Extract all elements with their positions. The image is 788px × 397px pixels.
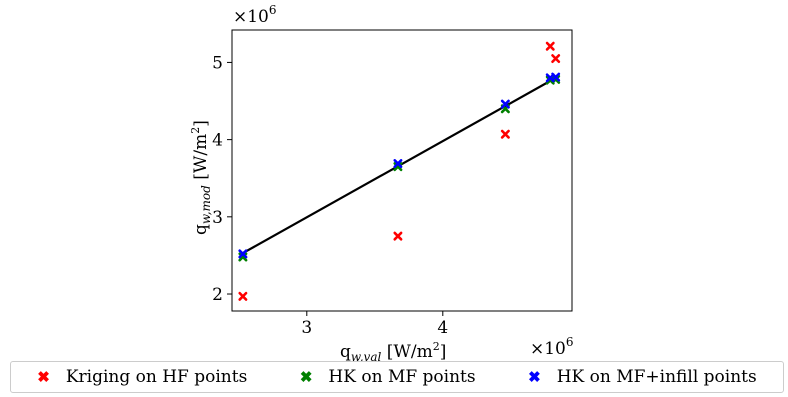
legend-label-hk-infill: HK on MF+infill points bbox=[556, 367, 757, 387]
data-point-series-2 bbox=[238, 249, 248, 259]
legend-marker-kriging: ✖ bbox=[37, 367, 50, 386]
data-point-series-0 bbox=[551, 54, 561, 64]
legend: ✖ Kriging on HF points ✖ HK on MF points… bbox=[10, 361, 784, 393]
data-point-series-2 bbox=[500, 99, 510, 109]
y-tick-label: 2 bbox=[212, 285, 223, 305]
x-offset-label: ×106 bbox=[530, 335, 574, 359]
legend-item-hk-mf: ✖ HK on MF points bbox=[300, 367, 476, 387]
y-tick-label: 4 bbox=[212, 131, 223, 151]
data-point-series-0 bbox=[545, 41, 555, 51]
plot-area: 3 4 2 3 4 5 bbox=[212, 29, 573, 338]
x-tick-label: 3 bbox=[301, 318, 312, 338]
legend-item-kriging: ✖ Kriging on HF points bbox=[37, 367, 247, 387]
legend-label-hk-mf: HK on MF points bbox=[328, 367, 476, 387]
data-point-series-2 bbox=[551, 72, 561, 82]
legend-item-hk-infill: ✖ HK on MF+infill points bbox=[528, 367, 757, 387]
y-tick-label: 3 bbox=[212, 208, 223, 228]
legend-marker-hk-mf: ✖ bbox=[299, 367, 313, 386]
plot-frame bbox=[231, 29, 573, 312]
data-point-series-0 bbox=[238, 291, 248, 301]
x-axis-label: qw,val [W/m2] bbox=[340, 340, 446, 364]
y-axis-label: qw,mod [W/m2] bbox=[189, 120, 213, 235]
y-offset-label: ×106 bbox=[233, 3, 277, 27]
y-tick-label: 5 bbox=[212, 53, 223, 73]
data-point-series-0 bbox=[393, 231, 403, 241]
legend-label-kriging: Kriging on HF points bbox=[65, 367, 248, 387]
data-point-series-0 bbox=[500, 129, 510, 139]
x-tick-label: 4 bbox=[437, 318, 448, 338]
data-point-series-2 bbox=[393, 159, 403, 169]
legend-marker-hk-infill: ✖ bbox=[528, 367, 541, 386]
